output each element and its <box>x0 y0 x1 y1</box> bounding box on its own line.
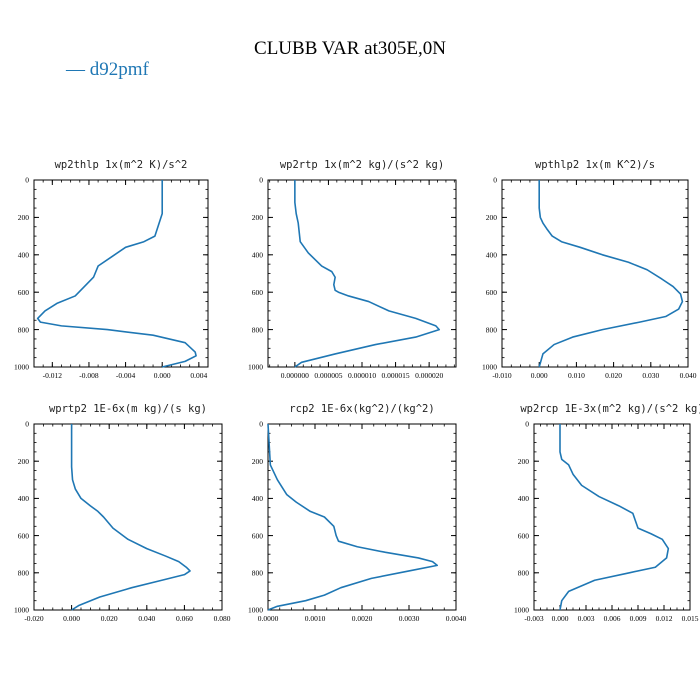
y-tick-label: 800 <box>252 325 264 334</box>
y-tick-label: 400 <box>18 251 30 260</box>
y-tick-label: 800 <box>486 325 498 334</box>
panel-title: rcp2 1E-6x(kg^2)/(kg^2) <box>289 403 434 415</box>
y-tick-label: 400 <box>518 494 530 503</box>
x-tick-label: -0.003 <box>524 614 544 623</box>
plot-frame <box>33 179 209 368</box>
x-tick-label: 0.0020 <box>352 614 373 623</box>
series-line-d92pmf <box>538 180 684 368</box>
panel-6: wp2rcp 1E-3x(m^2 kg)/(s^2 kg) -0.003 0.000… <box>514 403 700 623</box>
x-tick-label: 0.030 <box>642 371 659 380</box>
panel-title: wp2rtp 1x(m^2 kg)/(s^2 kg) <box>280 159 444 171</box>
y-tick-label: 800 <box>18 569 30 578</box>
y-tick-label: 800 <box>18 325 30 334</box>
y-tick-label: 1000 <box>482 363 497 372</box>
plot-frame <box>533 423 691 611</box>
series-line-d92pmf <box>70 424 191 611</box>
plot-frame <box>33 423 223 611</box>
plot-frame <box>267 423 457 611</box>
y-tick-label: 200 <box>518 457 530 466</box>
x-tick-label: 0.006 <box>604 614 621 623</box>
x-tick-label: 0.000 <box>154 371 171 380</box>
series-line-d92pmf <box>559 424 670 611</box>
x-tick-label: -0.010 <box>492 371 512 380</box>
x-tick-label: 0.004 <box>190 371 207 380</box>
y-tick-label: 1000 <box>514 606 529 615</box>
plot-frame <box>501 179 689 368</box>
y-tick-label: 800 <box>252 569 264 578</box>
y-tick-label: 1000 <box>14 606 29 615</box>
x-tick-label: 0.0030 <box>399 614 420 623</box>
y-tick-label: 0 <box>25 176 29 185</box>
x-tick-label: -0.004 <box>116 371 136 380</box>
x-tick-label: 0.020 <box>605 371 622 380</box>
y-tick-label: 0 <box>25 420 29 429</box>
y-tick-label: 0 <box>493 176 497 185</box>
x-tick-label: 0.000020 <box>415 371 443 380</box>
x-tick-label: 0.040 <box>138 614 155 623</box>
x-tick-label: 0.010 <box>568 371 585 380</box>
y-tick-label: 400 <box>252 494 264 503</box>
x-tick-label: 0.009 <box>630 614 647 623</box>
y-tick-label: 600 <box>518 531 530 540</box>
panel-2: wp2rtp 1x(m^2 kg)/(s^2 kg) 0.000000 0.0000… <box>248 159 457 380</box>
panels-group: wp2thlp 1x(m^2 K)/s^2 -0.012 -0.008 -0.004 0… <box>14 159 700 623</box>
y-tick-label: 600 <box>18 288 30 297</box>
x-tick-label: 0.000 <box>552 614 569 623</box>
x-tick-label: 0.015 <box>682 614 699 623</box>
panel-title: wp2rcp 1E-3x(m^2 kg)/(s^2 kg) <box>520 403 700 415</box>
y-tick-label: 400 <box>252 251 264 260</box>
x-tick-label: 0.003 <box>578 614 595 623</box>
y-tick-label: 200 <box>252 457 264 466</box>
series-line-d92pmf <box>294 180 441 368</box>
y-tick-label: 0 <box>259 420 263 429</box>
series-line-d92pmf <box>36 180 197 368</box>
x-tick-label: 0.0010 <box>305 614 326 623</box>
y-tick-label: 400 <box>18 494 30 503</box>
x-tick-label: -0.020 <box>24 614 44 623</box>
x-tick-label: 0.000 <box>531 371 548 380</box>
x-tick-label: 0.0040 <box>446 614 467 623</box>
x-tick-label: 0.080 <box>214 614 231 623</box>
x-tick-label: 0.012 <box>656 614 673 623</box>
x-tick-label: 0.000 <box>63 614 80 623</box>
figure-title: CLUBB VAR at305E,0N <box>254 38 446 59</box>
legend-entry: — d92pmf <box>65 59 150 80</box>
y-tick-label: 600 <box>18 531 30 540</box>
panel-title: wpthlp2 1x(m K^2)/s <box>535 159 655 171</box>
x-tick-label: -0.012 <box>43 371 63 380</box>
x-tick-label: 0.0000 <box>258 614 279 623</box>
y-tick-label: 800 <box>518 569 530 578</box>
x-tick-label: 0.000015 <box>382 371 410 380</box>
y-tick-label: 0 <box>525 420 529 429</box>
x-tick-label: 0.060 <box>176 614 193 623</box>
x-tick-label: -0.008 <box>79 371 99 380</box>
y-tick-label: 200 <box>252 213 264 222</box>
y-tick-label: 0 <box>259 176 263 185</box>
y-tick-label: 1000 <box>248 606 263 615</box>
x-tick-label: 0.000000 <box>281 371 309 380</box>
y-tick-label: 200 <box>18 457 30 466</box>
y-tick-label: 400 <box>486 251 498 260</box>
panel-3: wpthlp2 1x(m K^2)/s -0.010 0.000 0.010 0.020… <box>482 159 697 380</box>
x-tick-label: 0.000005 <box>314 371 342 380</box>
y-tick-label: 600 <box>252 531 264 540</box>
y-tick-label: 200 <box>18 213 30 222</box>
x-tick-label: 0.020 <box>101 614 118 623</box>
x-tick-label: 0.000010 <box>348 371 376 380</box>
panel-5: rcp2 1E-6x(kg^2)/(kg^2) 0.0000 0.0010 0.002… <box>248 403 467 623</box>
series-line-d92pmf <box>267 423 439 611</box>
y-tick-label: 600 <box>252 288 264 297</box>
y-tick-label: 1000 <box>248 363 263 372</box>
y-tick-label: 600 <box>486 288 498 297</box>
panel-title: wp2thlp 1x(m^2 K)/s^2 <box>55 159 188 171</box>
panel-title: wprtp2 1E-6x(m kg)/(s kg) <box>49 403 207 415</box>
y-tick-label: 1000 <box>14 363 29 372</box>
x-tick-label: 0.040 <box>680 371 697 380</box>
y-tick-label: 200 <box>486 213 498 222</box>
panel-4: wprtp2 1E-6x(m kg)/(s kg) -0.020 0.000 0.02… <box>14 403 231 623</box>
panel-1: wp2thlp 1x(m^2 K)/s^2 -0.012 -0.008 -0.004 0… <box>14 159 209 380</box>
